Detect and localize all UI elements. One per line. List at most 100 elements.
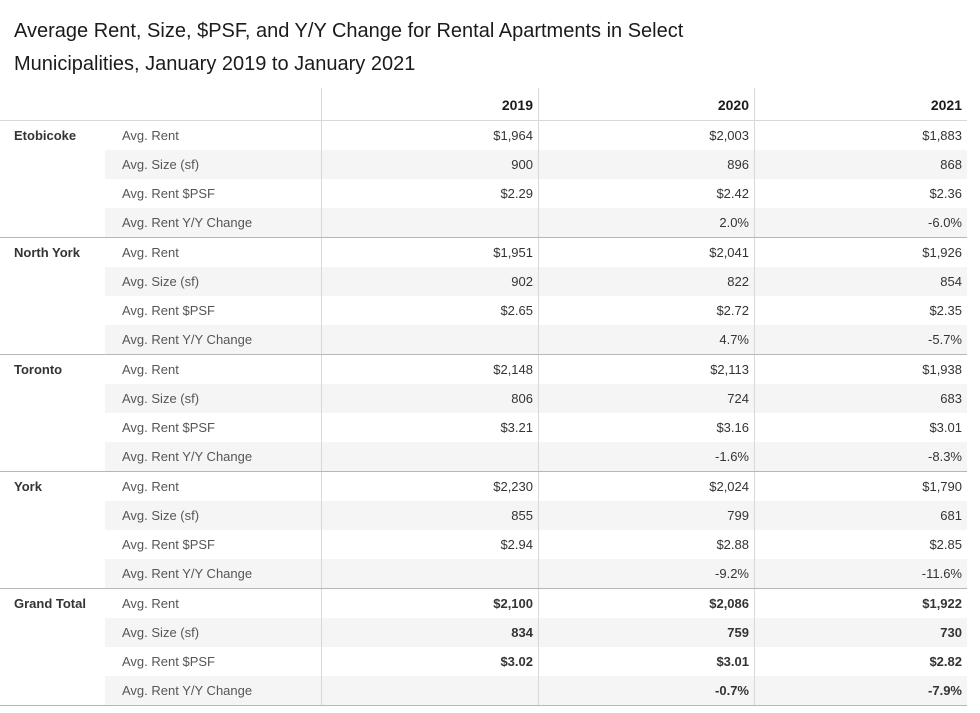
metric-label: Avg. Rent $PSF (122, 654, 215, 669)
value-cell: $2,113 (538, 355, 754, 384)
value-cell: $3.21 (321, 413, 538, 442)
table-row: Avg. Size (sf) 806 724 683 (105, 384, 967, 413)
value-cell: $1,964 (321, 121, 538, 150)
value-cell (321, 559, 538, 588)
value-cell (321, 325, 538, 354)
value-cell: 900 (321, 150, 538, 179)
municipality-label: North York (14, 245, 80, 260)
value-cell: $2.88 (538, 530, 754, 559)
value-cell: $2.94 (321, 530, 538, 559)
metric-label: Avg. Rent Y/Y Change (122, 449, 253, 464)
page-title: Average Rent, Size, $PSF, and Y/Y Change… (14, 20, 684, 75)
value-cell: $2.35 (754, 296, 967, 325)
value-cell: -11.6% (754, 559, 967, 588)
row-group-toronto: Toronto Avg. Rent $2,148 $2,113 $1,938 A… (0, 354, 967, 471)
value-cell: 834 (321, 618, 538, 647)
group-rows: Avg. Rent $2,148 $2,113 $1,938 Avg. Size… (105, 355, 967, 471)
table-row: Avg. Rent $PSF $3.21 $3.16 $3.01 (105, 413, 967, 442)
row-group-etobicoke: Etobicoke Avg. Rent $1,964 $2,003 $1,883… (0, 121, 967, 237)
row-group-york: York Avg. Rent $2,230 $2,024 $1,790 Avg.… (0, 471, 967, 588)
table-row: Avg. Size (sf) 900 896 868 (105, 150, 967, 179)
table-row: Avg. Rent $2,148 $2,113 $1,938 (105, 355, 967, 384)
table-row: Avg. Rent Y/Y Change 2.0% -6.0% (105, 208, 967, 237)
value-cell (321, 442, 538, 471)
value-cell: $3.01 (754, 413, 967, 442)
value-cell: $1,922 (754, 589, 967, 618)
data-table: 2019 2020 2021 Etobicoke Avg. Rent $1,96… (0, 88, 967, 706)
table-row: Avg. Size (sf) 902 822 854 (105, 267, 967, 296)
metric-label: Avg. Rent Y/Y Change (122, 683, 253, 698)
value-cell: -1.6% (538, 442, 754, 471)
value-cell: $1,951 (321, 238, 538, 267)
table-row: Avg. Rent $PSF $3.02 $3.01 $2.82 (105, 647, 967, 676)
group-rows: Avg. Rent $1,964 $2,003 $1,883 Avg. Size… (105, 121, 967, 237)
value-cell: 683 (754, 384, 967, 413)
value-cell: $1,883 (754, 121, 967, 150)
value-cell: 759 (538, 618, 754, 647)
metric-label: Avg. Rent (122, 362, 179, 377)
header-spacer (0, 88, 321, 120)
metric-label: Avg. Size (sf) (122, 625, 200, 640)
value-cell: $2.65 (321, 296, 538, 325)
value-cell: 855 (321, 501, 538, 530)
value-cell: 868 (754, 150, 967, 179)
value-cell: -6.0% (754, 208, 967, 237)
table-row: Avg. Size (sf) 834 759 730 (105, 618, 967, 647)
value-cell: $1,938 (754, 355, 967, 384)
metric-label: Avg. Rent $PSF (122, 420, 215, 435)
municipality-label: Toronto (14, 362, 63, 377)
value-cell: 2.0% (538, 208, 754, 237)
table-row: Avg. Rent $PSF $2.29 $2.42 $2.36 (105, 179, 967, 208)
metric-label: Avg. Rent $PSF (122, 303, 215, 318)
table-row: Avg. Rent $PSF $2.94 $2.88 $2.85 (105, 530, 967, 559)
value-cell: $3.02 (321, 647, 538, 676)
value-cell: 902 (321, 267, 538, 296)
metric-label: Avg. Rent (122, 479, 179, 494)
col-header-2019: 2019 (321, 88, 538, 120)
value-cell: $2.72 (538, 296, 754, 325)
col-header-2021: 2021 (754, 88, 967, 120)
value-cell: $1,790 (754, 472, 967, 501)
metric-label: Avg. Size (sf) (122, 274, 200, 289)
value-cell: $2,041 (538, 238, 754, 267)
table-row: Avg. Rent Y/Y Change 4.7% -5.7% (105, 325, 967, 354)
group-rows: Avg. Rent $2,230 $2,024 $1,790 Avg. Size… (105, 472, 967, 588)
metric-label: Avg. Rent $PSF (122, 186, 215, 201)
value-cell: 896 (538, 150, 754, 179)
table-row: Avg. Size (sf) 855 799 681 (105, 501, 967, 530)
value-cell: -9.2% (538, 559, 754, 588)
value-cell: $2.42 (538, 179, 754, 208)
table-row: Avg. Rent $1,951 $2,041 $1,926 (105, 238, 967, 267)
value-cell: $3.01 (538, 647, 754, 676)
value-cell: 724 (538, 384, 754, 413)
table-row: Avg. Rent Y/Y Change -9.2% -11.6% (105, 559, 967, 588)
value-cell: $2.29 (321, 179, 538, 208)
table-row: Avg. Rent Y/Y Change -0.7% -7.9% (105, 676, 967, 705)
metric-label: Avg. Size (sf) (122, 508, 200, 523)
metric-label: Avg. Rent Y/Y Change (122, 566, 253, 581)
metric-label: Avg. Size (sf) (122, 157, 200, 172)
value-cell: $2,100 (321, 589, 538, 618)
value-cell: -8.3% (754, 442, 967, 471)
value-cell: 854 (754, 267, 967, 296)
metric-label: Avg. Rent (122, 596, 179, 611)
value-cell: $2.36 (754, 179, 967, 208)
value-cell: $3.16 (538, 413, 754, 442)
municipality-label: Grand Total (14, 596, 86, 611)
value-cell: -5.7% (754, 325, 967, 354)
value-cell: $2.82 (754, 647, 967, 676)
table-header-row: 2019 2020 2021 (0, 88, 967, 121)
value-cell: $2.85 (754, 530, 967, 559)
table-row: Avg. Rent $2,230 $2,024 $1,790 (105, 472, 967, 501)
table-row: Avg. Rent $PSF $2.65 $2.72 $2.35 (105, 296, 967, 325)
value-cell: 822 (538, 267, 754, 296)
table-row: Avg. Rent $1,964 $2,003 $1,883 (105, 121, 967, 150)
value-cell: $2,148 (321, 355, 538, 384)
value-cell: $2,003 (538, 121, 754, 150)
municipality-label: York (14, 479, 42, 494)
metric-label: Avg. Rent Y/Y Change (122, 215, 253, 230)
municipality-label: Etobicoke (14, 128, 77, 143)
row-group-north-york: North York Avg. Rent $1,951 $2,041 $1,92… (0, 237, 967, 354)
value-cell: 681 (754, 501, 967, 530)
